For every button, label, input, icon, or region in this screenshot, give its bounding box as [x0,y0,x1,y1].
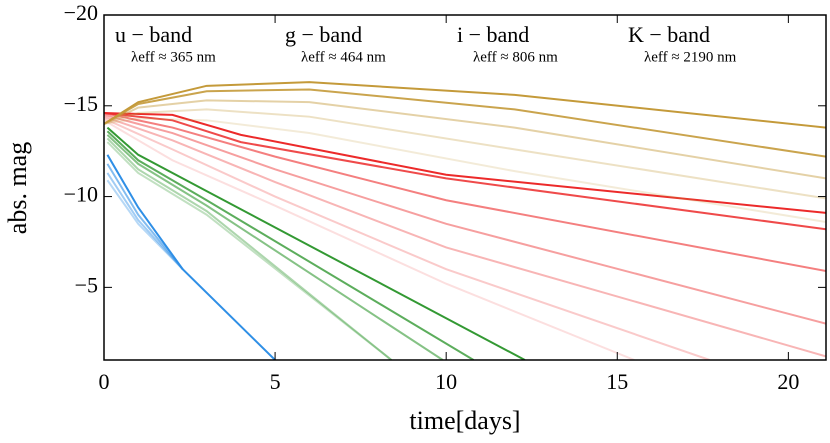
line-series [104,99,826,180]
x-axis-label: time[days] [409,406,520,435]
band-wavelength: λeff ≈ 806 nm [473,49,558,65]
line-series [106,126,526,360]
line-series [106,179,184,270]
line-series [104,115,826,358]
line-series [104,117,826,223]
line-series [106,130,475,360]
line-series [104,81,826,129]
line-series [106,154,276,360]
line-series [104,112,826,273]
line-series [104,117,710,360]
line-series [106,172,184,270]
band-wavelength: λeff ≈ 365 nm [131,49,216,65]
band-wavelength: λeff ≈ 464 nm [301,49,386,65]
y-tick-label: −10 [64,182,98,207]
band-label: u − band [115,22,192,47]
y-tick-label: −20 [64,0,98,25]
y-tick-label: −5 [75,272,98,297]
plot-frame [103,14,827,361]
line-series [106,137,393,360]
line-series [104,119,635,360]
band-label: K − band [628,22,710,47]
x-tick-label: 20 [777,369,799,394]
x-tick-label: 15 [606,369,628,394]
line-series [104,108,826,200]
band-label: i − band [457,22,529,47]
line-series [106,141,393,360]
x-tick-label: 10 [435,369,457,394]
line-series [106,134,444,360]
band-wavelength: λeff ≈ 2190 nm [644,49,737,65]
x-tick-label: 0 [99,369,110,394]
y-tick-label: −15 [64,91,98,116]
band-label: g − band [285,22,362,47]
y-axis-label: abs. mag [3,142,32,234]
x-tick-label: 5 [270,369,281,394]
line-series [104,112,826,231]
line-series [104,113,826,325]
line-series [104,112,826,214]
line-series [106,163,184,270]
plot-lines [104,81,826,360]
line-series [104,88,826,158]
